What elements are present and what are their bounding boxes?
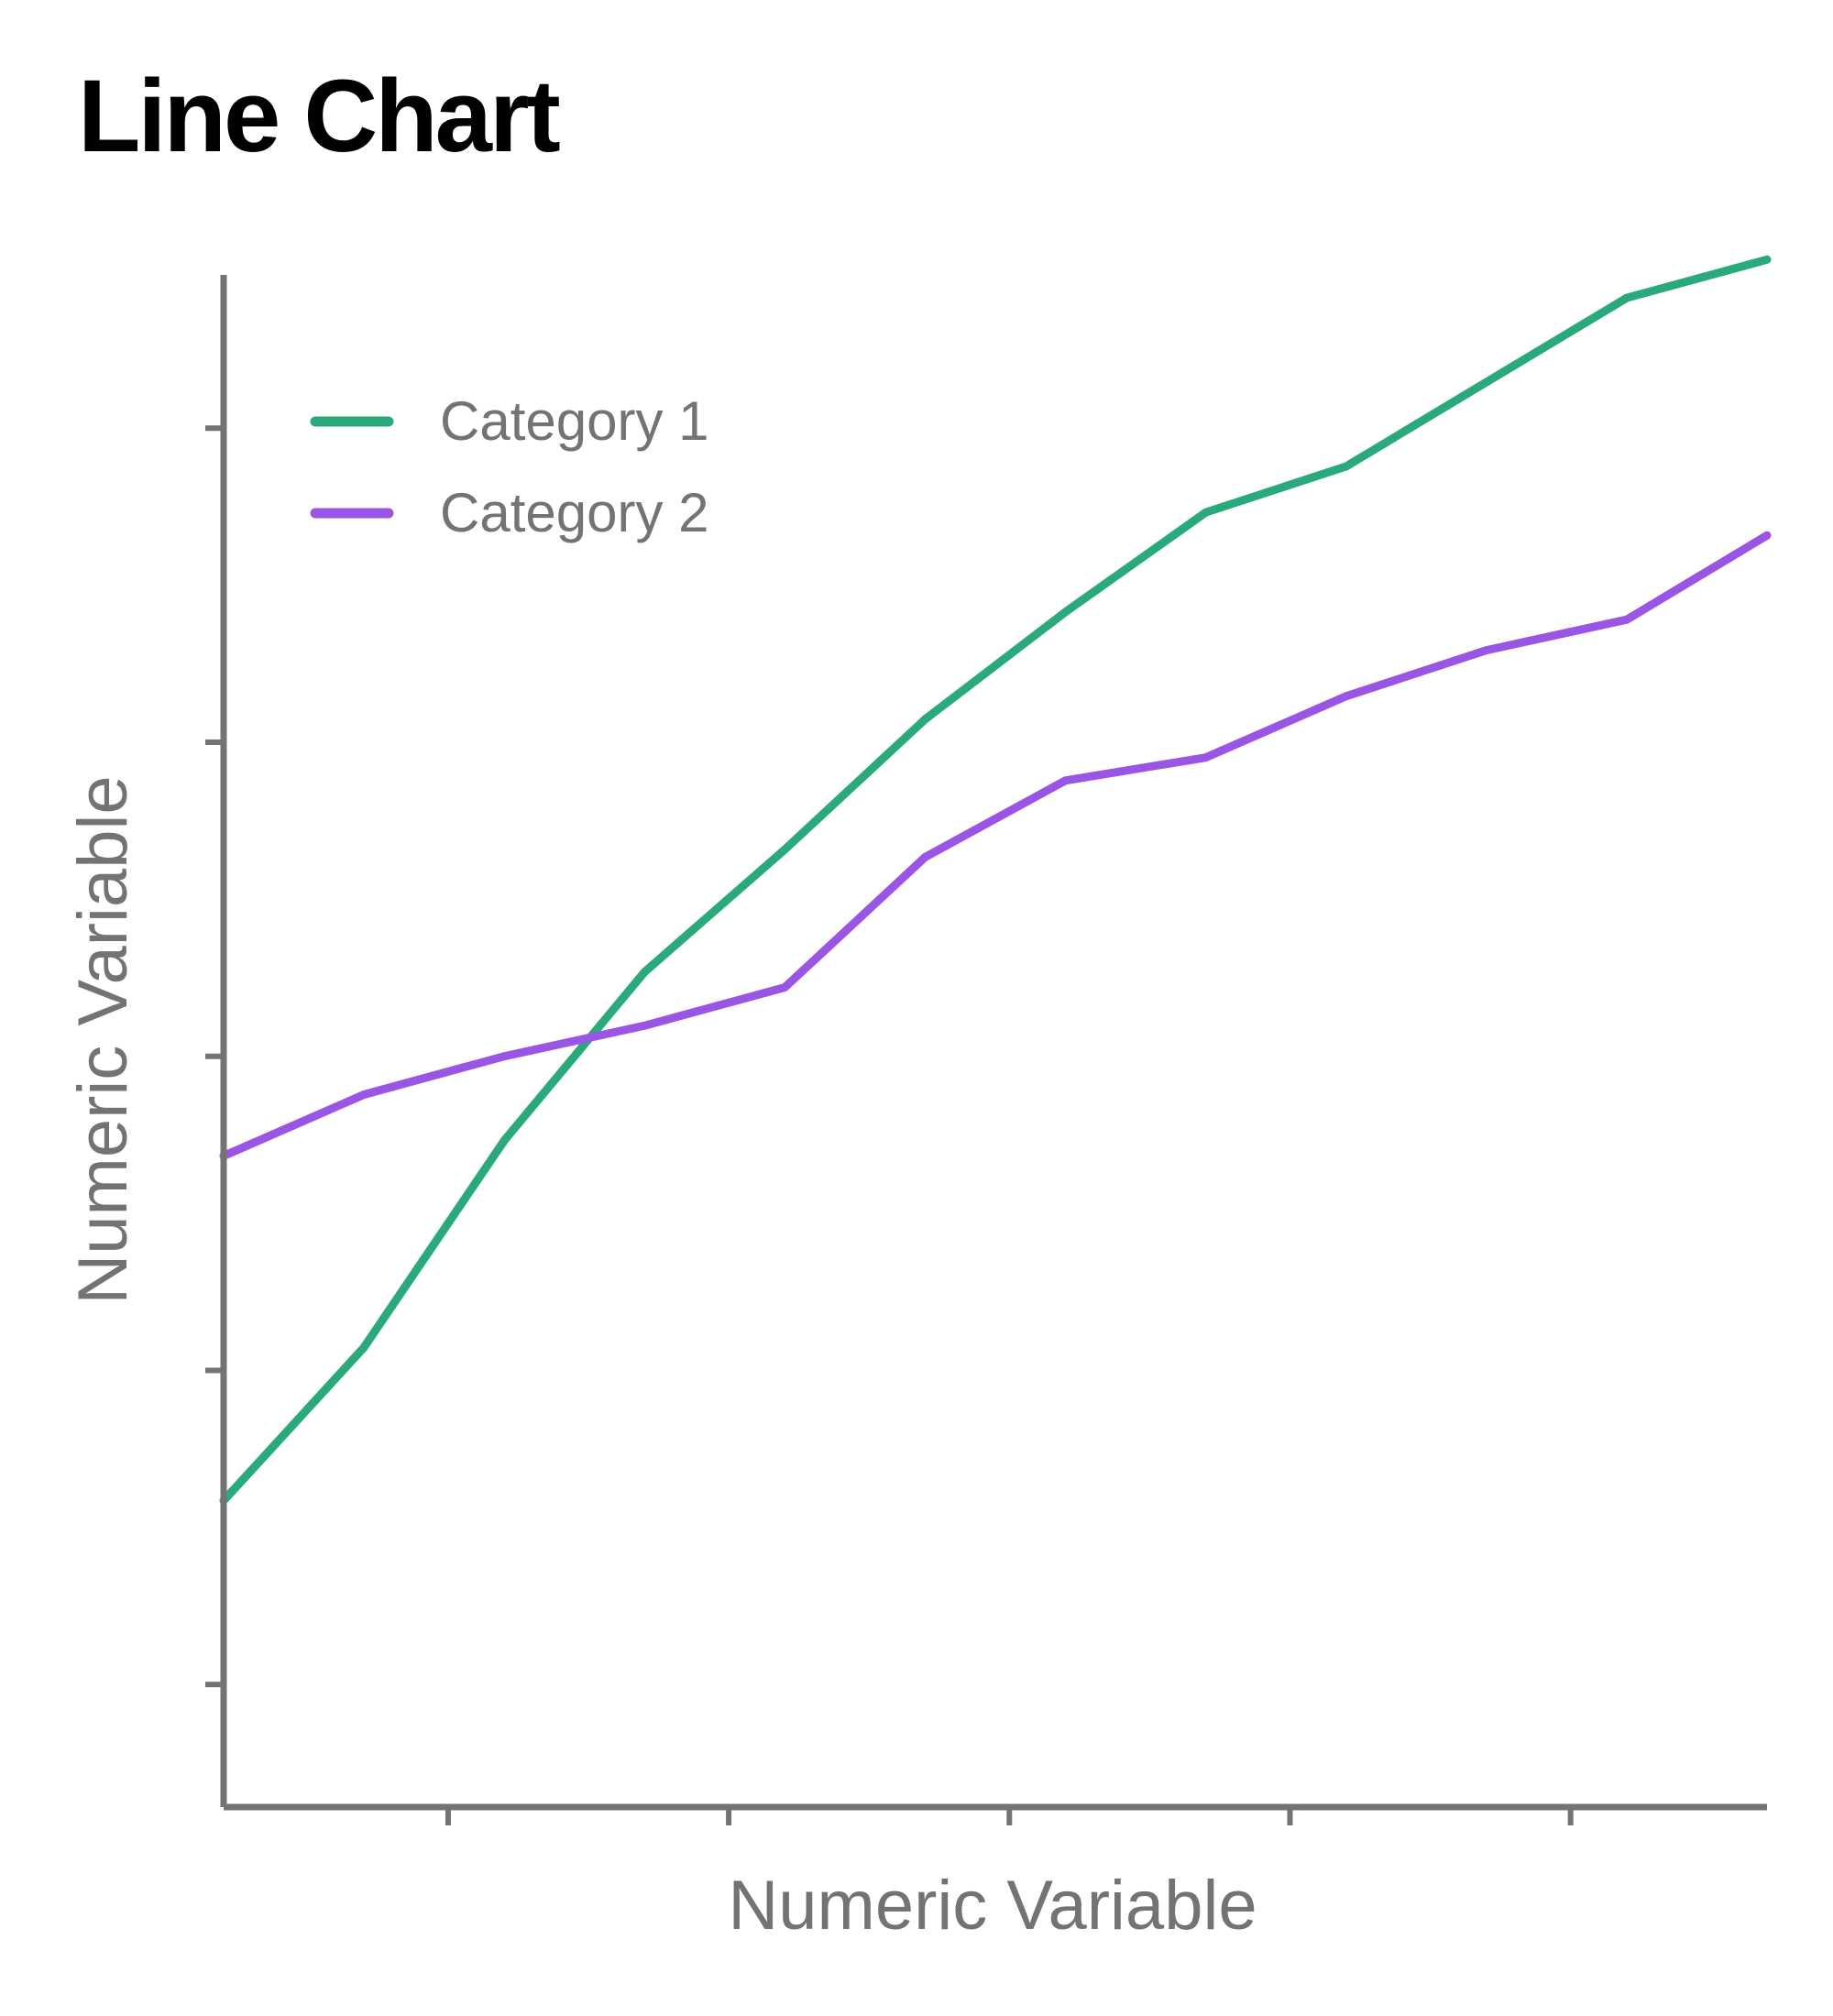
axis-layer bbox=[220, 275, 1767, 1811]
series-line-1 bbox=[219, 255, 1772, 1506]
series-line-2 bbox=[219, 531, 1772, 1160]
y-axis-label: Numeric Variable bbox=[64, 775, 142, 1304]
tick-layer bbox=[205, 425, 1574, 1825]
legend-label-1: Category 1 bbox=[440, 390, 709, 452]
x-axis-label: Numeric Variable bbox=[728, 1867, 1257, 1945]
legend-label-2: Category 2 bbox=[440, 482, 709, 543]
chart-title: Line Chart bbox=[78, 59, 561, 173]
legend: Category 1 Category 2 bbox=[310, 390, 709, 543]
series-layer bbox=[219, 255, 1772, 1506]
